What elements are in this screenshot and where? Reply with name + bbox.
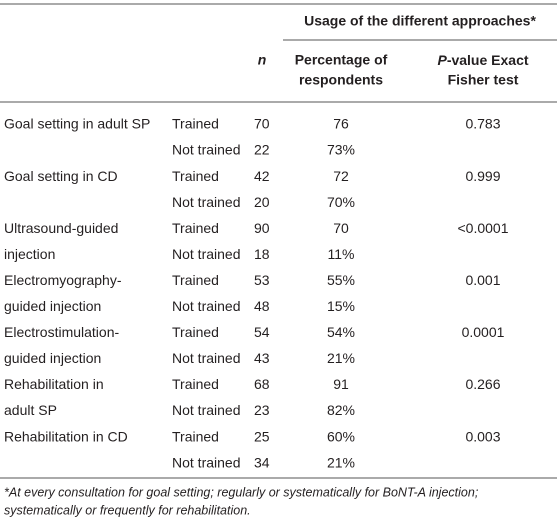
p-value: 0.266 (465, 376, 500, 392)
n-value: 54 (254, 324, 270, 340)
col-header: n (258, 52, 267, 68)
col-header: Fisher test (448, 72, 519, 88)
p-value: 0.999 (465, 168, 500, 184)
n-value: 20 (254, 194, 270, 210)
n-value: 43 (254, 350, 270, 366)
row-label: Rehabilitation in CD (4, 428, 128, 444)
row-label: Rehabilitation in (4, 376, 104, 392)
status: Not trained (172, 454, 240, 470)
row-label: Electromyography- (4, 272, 122, 288)
percentage: 72 (333, 168, 349, 184)
status: Trained (172, 116, 219, 132)
col-header: respondents (299, 72, 383, 88)
col-header: Percentage of (295, 52, 388, 68)
n-value: 18 (254, 246, 270, 262)
row-label: Goal setting in CD (4, 168, 118, 184)
n-value: 23 (254, 402, 270, 418)
percentage: 60% (327, 428, 355, 444)
col-header: P-value Exact (437, 52, 528, 68)
col-header: -value Exact (447, 52, 529, 68)
p-value: 0.001 (465, 272, 500, 288)
n-value: 90 (254, 220, 270, 236)
row-label: guided injection (4, 350, 101, 366)
status: Not trained (172, 402, 240, 418)
p-value: 0.003 (465, 428, 500, 444)
status: Not trained (172, 246, 240, 262)
row-label: injection (4, 246, 55, 262)
p-value: 0.0001 (462, 324, 505, 340)
row-label: Electrostimulation- (4, 324, 119, 340)
n-value: 53 (254, 272, 270, 288)
percentage: 73% (327, 142, 355, 158)
row-label: adult SP (4, 402, 57, 418)
percentage: 55% (327, 272, 355, 288)
col-header: P (437, 52, 447, 68)
n-value: 22 (254, 142, 270, 158)
status: Trained (172, 220, 219, 236)
n-value: 68 (254, 376, 270, 392)
status: Not trained (172, 350, 240, 366)
n-value: 42 (254, 168, 270, 184)
footnote: *At every consultation for goal setting;… (4, 485, 479, 499)
n-value: 70 (254, 116, 270, 132)
percentage: 70 (333, 220, 349, 236)
row-label: guided injection (4, 298, 101, 314)
row-label: Goal setting in adult SP (4, 116, 150, 132)
percentage: 21% (327, 454, 355, 470)
p-value: 0.783 (465, 116, 500, 132)
status: Trained (172, 324, 219, 340)
percentage: 82% (327, 402, 355, 418)
n-value: 48 (254, 298, 270, 314)
row-label: Ultrasound-guided (4, 220, 118, 236)
p-value: <0.0001 (458, 220, 509, 236)
percentage: 76 (333, 116, 349, 132)
status: Not trained (172, 298, 240, 314)
percentage: 21% (327, 350, 355, 366)
status: Not trained (172, 194, 240, 210)
n-value: 34 (254, 454, 270, 470)
status: Not trained (172, 142, 240, 158)
group-title: Usage of the different approaches* (304, 13, 536, 29)
status: Trained (172, 168, 219, 184)
percentage: 70% (327, 194, 355, 210)
percentage: 15% (327, 298, 355, 314)
footnote: systematically or frequently for rehabil… (4, 503, 251, 517)
status: Trained (172, 272, 219, 288)
n-value: 25 (254, 428, 270, 444)
status: Trained (172, 428, 219, 444)
percentage: 54% (327, 324, 355, 340)
percentage: 91 (333, 376, 349, 392)
percentage: 11% (328, 246, 355, 262)
status: Trained (172, 376, 219, 392)
